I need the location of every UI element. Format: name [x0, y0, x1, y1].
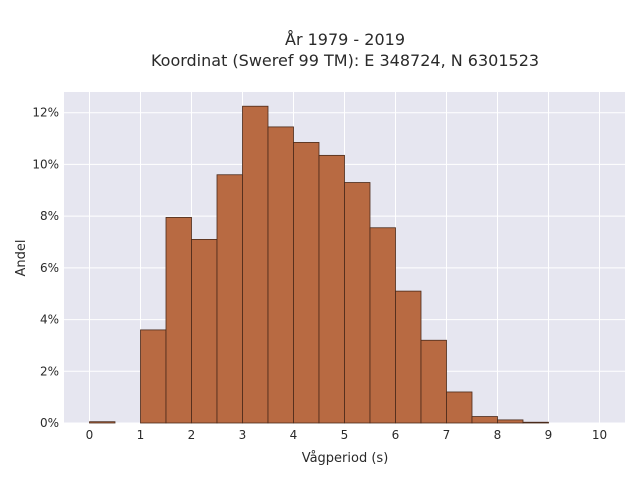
x-tick-label: 8: [494, 428, 502, 442]
x-tick-label: 9: [545, 428, 553, 442]
histogram-bars: [89, 105, 549, 424]
y-axis-label: Andel: [14, 240, 29, 277]
histogram-bar: [522, 421, 549, 424]
histogram-bar: [216, 174, 243, 424]
y-tick-label: 4%: [40, 313, 59, 327]
y-tick-label: 0%: [40, 416, 59, 430]
chart-title-line1: År 1979 - 2019: [285, 30, 405, 49]
histogram-bar: [242, 105, 269, 424]
histogram-bar: [446, 391, 473, 424]
histogram-bar: [420, 339, 447, 424]
x-tick-label: 3: [239, 428, 247, 442]
histogram-bar: [369, 227, 396, 424]
x-axis-ticks: 0 1 2 3 4 5 6 7 8 9 10: [86, 428, 607, 442]
x-tick-label: 6: [392, 428, 400, 442]
y-tick-label: 10%: [32, 157, 59, 171]
x-tick-label: 5: [341, 428, 349, 442]
histogram-bar: [267, 126, 294, 424]
x-tick-label: 7: [443, 428, 451, 442]
histogram-bar: [293, 142, 320, 424]
y-axis-ticks: 0% 2% 4% 6% 8% 10% 12%: [32, 106, 59, 430]
histogram-bar: [89, 421, 116, 424]
y-tick-label: 6%: [40, 261, 59, 275]
histogram-bar: [165, 217, 192, 424]
x-tick-label: 10: [592, 428, 607, 442]
histogram-bar: [395, 290, 422, 424]
y-tick-label: 12%: [32, 106, 59, 120]
x-axis-label: Vågperiod (s): [302, 451, 389, 466]
x-tick-label: 2: [188, 428, 196, 442]
histogram-bar: [471, 416, 498, 424]
histogram-bar: [497, 419, 524, 424]
x-tick-label: 0: [86, 428, 94, 442]
histogram-bar: [191, 238, 218, 424]
y-tick-label: 8%: [40, 209, 59, 223]
histogram-bar: [344, 182, 371, 424]
histogram-bar: [318, 154, 345, 424]
x-tick-label: 1: [137, 428, 145, 442]
chart-title-line2: Koordinat (Sweref 99 TM): E 348724, N 63…: [151, 51, 539, 70]
histogram-bar: [140, 329, 167, 424]
x-tick-label: 4: [290, 428, 298, 442]
y-tick-label: 2%: [40, 364, 59, 378]
